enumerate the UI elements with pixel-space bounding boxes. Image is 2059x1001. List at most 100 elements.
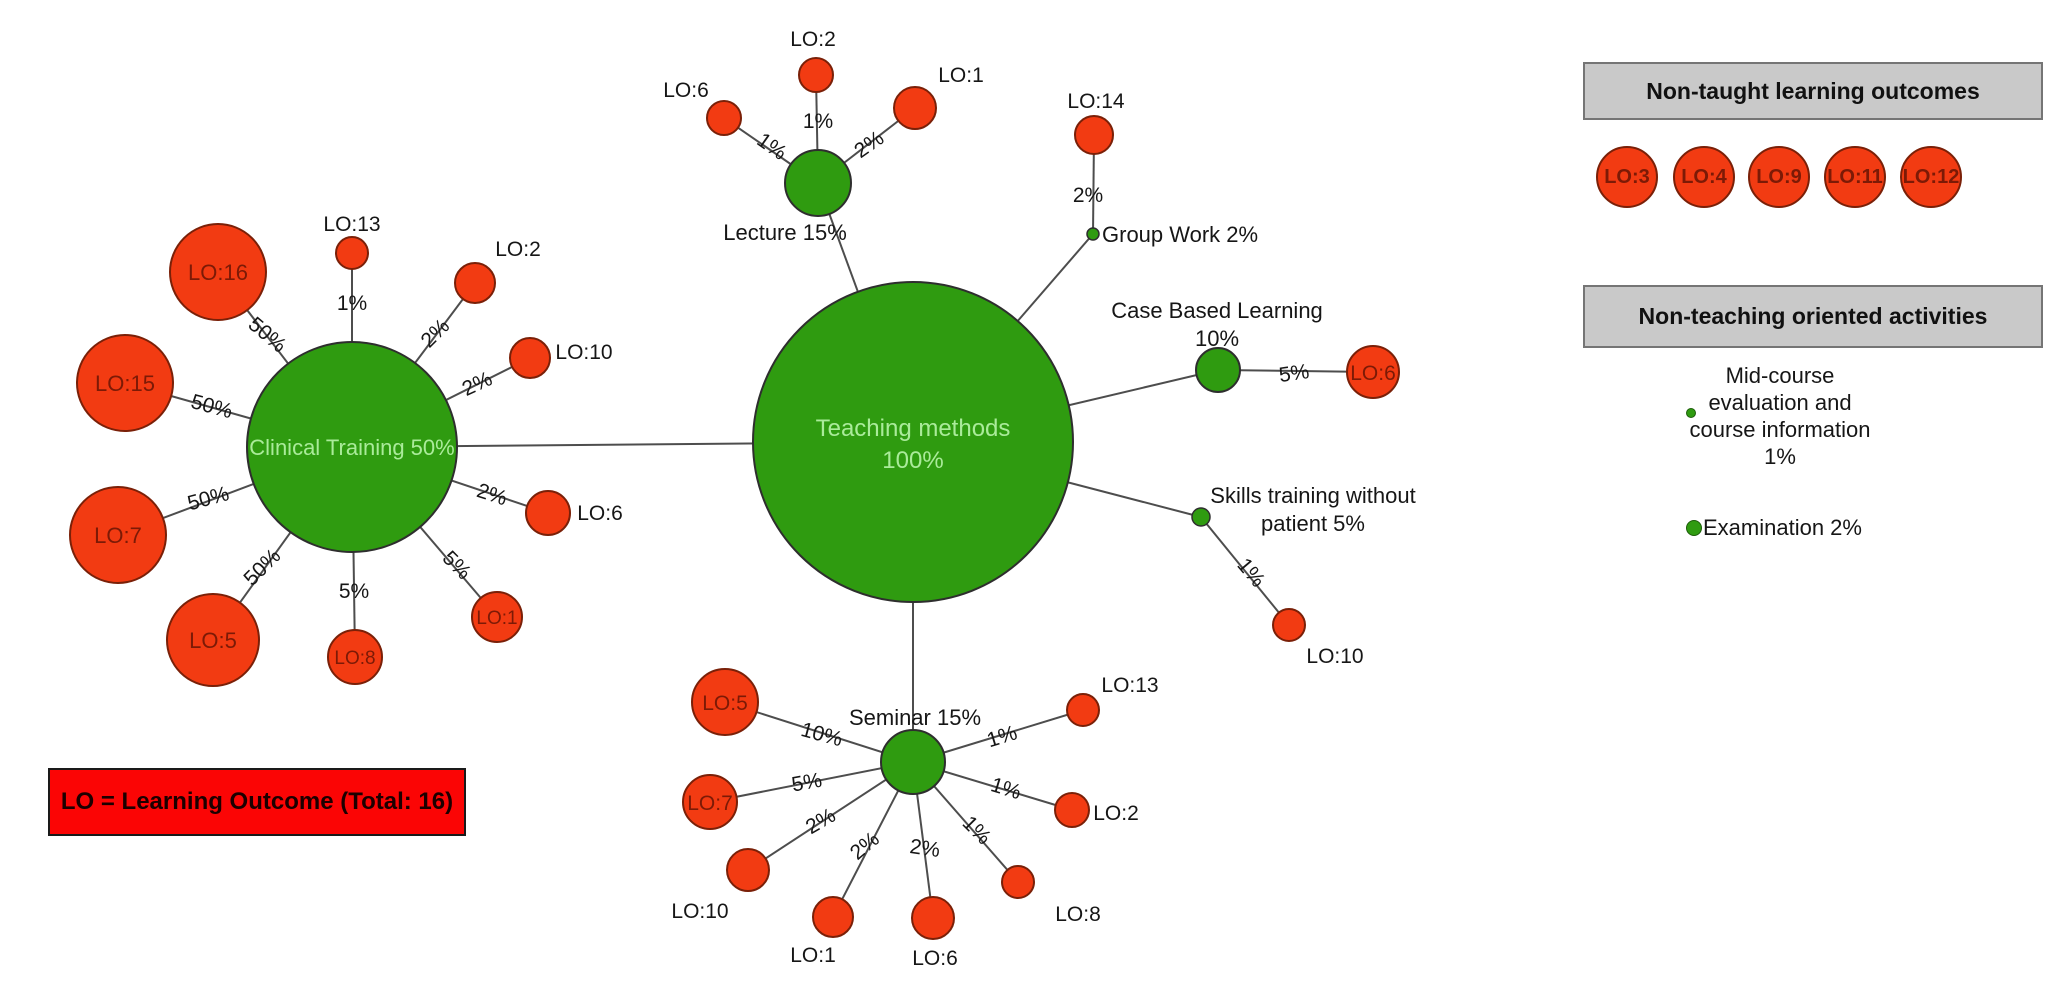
node-label-lo8-seminar: LO:8 [1055, 903, 1101, 926]
node-label-lo5-seminar: LO:5 [702, 692, 748, 715]
non-teaching-activities-title: Non-teaching oriented activities [1638, 303, 1988, 329]
lo4-label: LO:4 [1681, 165, 1727, 188]
node-clinical [246, 341, 458, 553]
node-label-cbl-1: 10% [1195, 326, 1239, 351]
node-label-lo1-lecture: LO:1 [938, 64, 984, 87]
edge-label-clinical-lo7-clinical: 50% [185, 482, 232, 515]
node-teaching [752, 281, 1074, 603]
edge-label-clinical-lo2-clinical: 2% [417, 315, 455, 353]
edge-label-cbl-lo6-cbl: 5% [1277, 360, 1310, 387]
edge-seminar-lo7-seminar [709, 761, 914, 803]
node-label-lo2-lecture: LO:2 [790, 28, 836, 51]
node-lo10-clinical [509, 337, 551, 379]
node-lo2-lecture [798, 57, 834, 93]
node-label-skills: Skills training without [1210, 483, 1415, 508]
node-lecture [784, 149, 852, 217]
legend-outcome-lo4: LO:4 [1673, 146, 1735, 208]
node-lo6-seminar [911, 896, 955, 940]
node-label-lo16-clinical: LO:16 [188, 260, 248, 285]
node-label-lo15-clinical: LO:15 [95, 371, 155, 396]
node-label-lo6-cbl: LO:6 [1350, 362, 1396, 385]
legend-outcome-lo3: LO:3 [1596, 146, 1658, 208]
node-lo2-seminar [1054, 792, 1090, 828]
node-groupwork [1086, 227, 1100, 241]
examination-activity-dot [1686, 520, 1702, 536]
node-label-lo10-skills: LO:10 [1306, 645, 1363, 668]
node-lo1-clinical [471, 591, 523, 643]
node-skills [1191, 507, 1211, 527]
node-lo10-skills [1272, 608, 1306, 642]
node-label-teaching-1: 100% [882, 447, 943, 474]
node-lo8-seminar [1001, 865, 1035, 899]
lo-abbreviation-text: LO = Learning Outcome (Total: 16) [60, 788, 454, 815]
node-lo8-clinical [327, 629, 383, 685]
legend-outcome-lo11: LO:11 [1824, 146, 1886, 208]
node-lo2-clinical [454, 262, 496, 304]
node-label-lo8-clinical: LO:8 [334, 648, 375, 669]
node-lo14 [1074, 115, 1114, 155]
legend-outcome-lo12: LO:12 [1900, 146, 1962, 208]
node-lo7-seminar [682, 774, 738, 830]
edge-label-clinical-lo1-clinical: 5% [438, 547, 476, 585]
edge-label-seminar-lo8-seminar: 1% [958, 812, 996, 850]
edge-label-seminar-lo2-seminar: 1% [988, 773, 1024, 804]
node-lo13-clinical [335, 236, 369, 270]
node-lo10-seminar [726, 848, 770, 892]
edge-label-clinical-lo13-clinical: 1% [337, 292, 367, 315]
node-label-lo14: LO:14 [1067, 90, 1125, 113]
node-label-lo10-seminar: LO:10 [671, 900, 728, 923]
midcourse-activity-dot [1686, 408, 1696, 418]
lo3-label: LO:3 [1604, 165, 1650, 188]
lo9-label: LO:9 [1756, 165, 1802, 188]
lo-abbreviation-box: LO = Learning Outcome (Total: 16) [48, 768, 466, 836]
node-label-lo6-seminar: LO:6 [912, 947, 958, 970]
node-lo6-lecture [706, 100, 742, 136]
non-taught-outcomes-title: Non-taught learning outcomes [1646, 77, 1980, 104]
node-label-lo13-clinical: LO:13 [323, 213, 380, 236]
node-label-lo13-seminar: LO:13 [1101, 674, 1158, 697]
node-lo15-clinical [76, 334, 174, 432]
node-lo6-cbl [1346, 345, 1400, 399]
edge-label-seminar-lo7-seminar: 5% [790, 769, 824, 797]
node-label-clinical: Clinical Training 50% [249, 435, 454, 460]
lo11-label: LO:11 [1827, 165, 1883, 188]
node-label-cbl: Case Based Learning [1111, 298, 1323, 323]
edge-label-seminar-lo13-seminar: 1% [984, 721, 1020, 752]
edge-label-clinical-lo6-clinical: 2% [474, 479, 510, 510]
node-label-lo7-seminar: LO:7 [687, 792, 733, 815]
node-label-lo6-lecture: LO:6 [663, 79, 709, 102]
edge-skills-lo10-skills [1200, 516, 1290, 626]
edge-label-seminar-lo1-seminar: 2% [846, 827, 884, 864]
lo12-label: LO:12 [1902, 165, 1960, 188]
node-lo1-lecture [893, 86, 937, 130]
non-taught-outcomes-panel: Non-taught learning outcomes [1583, 62, 2043, 120]
edge-label-groupwork-lo14: 2% [1073, 184, 1103, 207]
node-lo13-seminar [1066, 693, 1100, 727]
edge-label-seminar-lo6-seminar: 2% [908, 835, 941, 862]
node-lo6-clinical [525, 490, 571, 536]
non-teaching-activities-panel: Non-teaching oriented activities [1583, 285, 2043, 348]
edge-label-clinical-lo10-clinical: 2% [459, 367, 496, 401]
node-lo1-seminar [812, 896, 854, 938]
legend-outcome-lo9: LO:9 [1748, 146, 1810, 208]
node-lo16-clinical [169, 223, 267, 321]
node-cbl [1195, 347, 1241, 393]
node-label-lo1-seminar: LO:1 [790, 944, 836, 967]
node-label-lo1-clinical: LO:1 [476, 608, 517, 629]
node-label-lo2-clinical: LO:2 [495, 238, 541, 261]
edge-label-seminar-lo5-seminar: 10% [798, 718, 845, 751]
node-label-skills-1: patient 5% [1261, 511, 1365, 536]
node-label-seminar: Seminar 15% [849, 705, 981, 730]
midcourse-activity-label: Mid-course evaluation and course informa… [1689, 363, 1871, 469]
edge-label-clinical-lo8-clinical: 5% [339, 580, 369, 603]
nodes-layer [69, 57, 1400, 940]
node-label-lo6-clinical: LO:6 [577, 502, 623, 525]
edge-label-clinical-lo15-clinical: 50% [188, 390, 235, 423]
edge-label-clinical-lo16-clinical: 50% [244, 313, 291, 358]
node-lo5-clinical [166, 593, 260, 687]
node-label-lo5-clinical: LO:5 [189, 628, 237, 653]
node-label-lecture: Lecture 15% [723, 220, 847, 245]
edge-label-skills-lo10-skills: 1% [1232, 554, 1269, 592]
